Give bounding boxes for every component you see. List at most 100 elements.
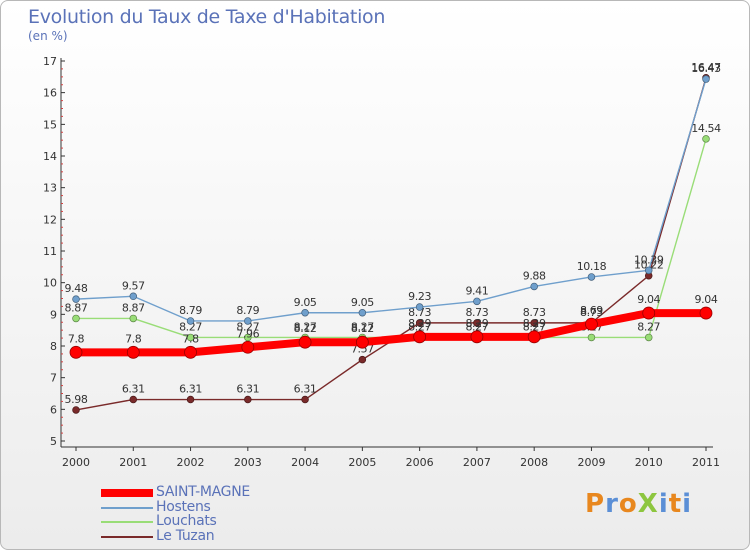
data-point-le-tuzan [186, 395, 195, 404]
data-point-saint-magne [184, 345, 197, 359]
logo-letter: i [682, 489, 693, 519]
data-point-hostens [702, 75, 710, 83]
data-label-louchats: 8.27 [408, 320, 431, 333]
data-point-le-tuzan [415, 319, 424, 327]
x-tick-label: 2006 [406, 456, 434, 469]
data-label-hostens: 10.18 [577, 260, 607, 273]
data-point-le-tuzan [473, 319, 481, 327]
data-label-louchats: 8.27 [351, 320, 374, 333]
data-label-hostens: 8.79 [236, 304, 259, 317]
x-tick-label: 2009 [577, 456, 605, 469]
data-point-saint-magne [126, 345, 140, 359]
data-label-saint-magne: 7.8 [68, 332, 85, 345]
y-tick-label: 12 [43, 213, 57, 226]
data-label-saint-magne: 8.29 [465, 317, 488, 330]
y-tick-label: 14 [43, 150, 57, 163]
data-label-louchats: 8.27 [523, 320, 546, 333]
y-tick-label: 8 [50, 340, 57, 353]
y-tick-label: 5 [50, 435, 57, 448]
data-point-louchats [186, 333, 195, 342]
legend-swatch [101, 535, 153, 538]
chart-title: Evolution du Taux de Taxe d'Habitation [28, 6, 386, 28]
data-point-hostens [358, 309, 367, 317]
y-tick-label: 15 [43, 118, 57, 131]
x-tick-label: 2001 [119, 456, 147, 469]
data-label-hostens: 9.41 [465, 284, 488, 297]
logo-letter: i [658, 489, 669, 519]
logo-letter: r [605, 489, 619, 519]
data-point-le-tuzan [72, 406, 80, 414]
data-label-hostens: 8.79 [179, 304, 202, 317]
data-label-saint-magne: 9.04 [637, 293, 660, 306]
data-point-le-tuzan [129, 395, 138, 404]
data-label-hostens: 9.05 [351, 296, 374, 309]
data-label-louchats: 8.27 [465, 320, 488, 333]
data-label-le-tuzan: 8.73 [408, 306, 431, 319]
data-point-louchats [587, 333, 596, 342]
series-line-hostens [75, 78, 707, 322]
data-label-louchats: 8.87 [65, 301, 88, 314]
proxiti-logo: ProXiti [585, 489, 692, 519]
data-label-saint-magne: 8.29 [408, 317, 431, 330]
x-tick-label: 2010 [635, 456, 663, 469]
data-point-le-tuzan [244, 395, 252, 404]
logo-letter: P [585, 489, 606, 519]
x-tick-label: 2011 [692, 456, 720, 469]
data-label-louchats: 8.27 [179, 320, 202, 333]
data-label-saint-magne: 8.69 [580, 304, 603, 317]
x-tick-label: 2004 [291, 456, 319, 469]
data-point-saint-magne [527, 330, 541, 344]
y-tick-label: 7 [50, 372, 57, 385]
y-tick-label: 13 [43, 182, 57, 195]
data-point-louchats [644, 333, 653, 342]
data-label-hostens: 9.23 [408, 290, 431, 303]
data-point-le-tuzan [301, 395, 309, 404]
logo-letter: t [668, 489, 683, 519]
logo-letter: X [637, 489, 659, 519]
data-label-le-tuzan: 8.73 [580, 306, 603, 319]
legend-label: Hostens [156, 498, 211, 515]
data-label-saint-magne: 9.04 [695, 293, 718, 306]
data-point-hostens [186, 317, 195, 325]
data-point-le-tuzan [530, 319, 538, 327]
data-point-hostens [644, 266, 653, 275]
data-label-saint-magne: 8.12 [294, 322, 317, 335]
data-label-le-tuzan: 5.98 [65, 393, 88, 406]
y-tick-label: 16 [43, 87, 57, 100]
chart-unit: (en %) [28, 29, 68, 43]
data-point-saint-magne [699, 306, 713, 320]
data-point-hostens [301, 309, 309, 317]
data-label-hostens: 16.43 [691, 62, 721, 75]
x-tick-label: 2003 [234, 456, 262, 469]
data-label-le-tuzan: 10.22 [634, 259, 664, 272]
data-label-louchats: 8.27 [637, 320, 660, 333]
data-point-saint-magne [241, 340, 255, 354]
data-label-le-tuzan: 8.73 [465, 306, 488, 319]
data-point-louchats [244, 333, 252, 342]
series-line-saint-magne [72, 309, 710, 357]
data-label-hostens: 9.57 [122, 279, 145, 292]
x-tick-label: 2007 [463, 456, 491, 469]
data-label-le-tuzan: 6.31 [294, 383, 317, 396]
data-point-louchats [72, 314, 80, 323]
y-tick-label: 6 [50, 403, 57, 416]
data-label-saint-magne: 8.29 [523, 317, 546, 330]
data-point-saint-magne [470, 330, 484, 344]
y-tick-label: 9 [50, 308, 57, 321]
legend-swatch [101, 506, 153, 509]
data-label-le-tuzan: 6.31 [122, 383, 145, 396]
data-label-louchats: 8.87 [122, 301, 145, 314]
data-label-louchats: 14.54 [691, 122, 721, 135]
y-tick-label: 17 [43, 55, 57, 68]
legend-label: SAINT-MAGNE [156, 484, 250, 500]
x-tick-label: 2002 [177, 456, 205, 469]
data-label-saint-magne: 8.12 [351, 322, 374, 335]
data-label-hostens: 10.39 [634, 253, 664, 266]
data-label-hostens: 9.48 [65, 282, 88, 295]
data-point-hostens [415, 303, 424, 311]
data-label-hostens: 9.05 [294, 296, 317, 309]
data-label-saint-magne: 7.8 [182, 332, 199, 345]
data-point-saint-magne [413, 330, 427, 344]
